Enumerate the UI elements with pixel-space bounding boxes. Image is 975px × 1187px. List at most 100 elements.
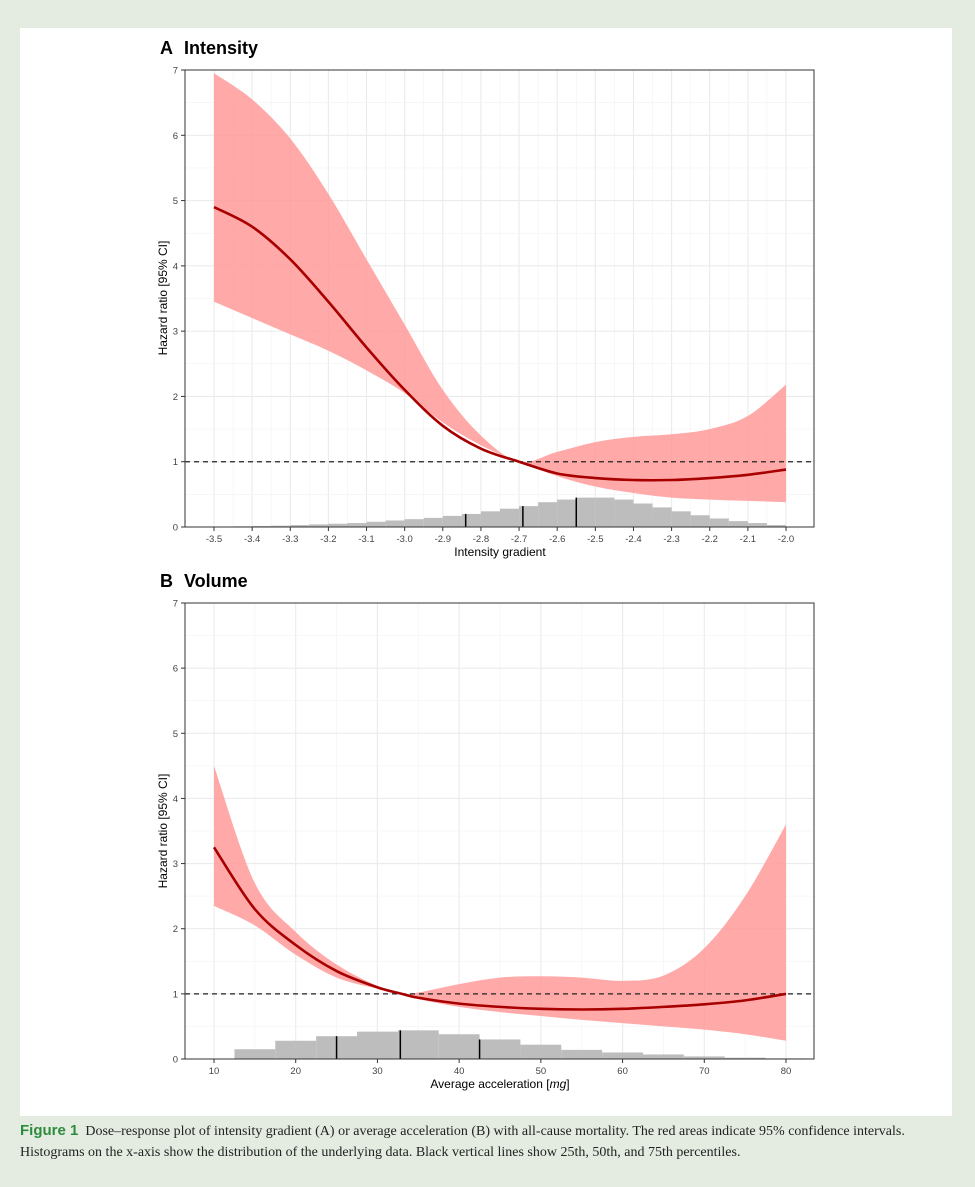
panel-b-x-tick-label: 20 xyxy=(290,1066,301,1077)
panel-a-x-tick-label: -2.4 xyxy=(625,534,641,545)
panel-a-ci-band xyxy=(214,73,786,503)
panel-b-x-tick-label: 10 xyxy=(209,1066,220,1077)
panel-a-histogram-bar xyxy=(709,518,729,527)
panel-b-histogram-bar xyxy=(357,1031,398,1059)
panel-a-x-tick-label: -2.8 xyxy=(473,534,489,545)
panel-a-histogram-bar xyxy=(271,525,291,527)
panel-a-histogram-bar xyxy=(538,502,558,527)
panel-a-x-tick-label: -2.5 xyxy=(587,534,603,545)
panel-a-histogram-bar xyxy=(690,515,710,527)
panel-a-x-tick-label: -2.7 xyxy=(511,534,527,545)
panel-a-x-tick-label: -2.9 xyxy=(435,534,451,545)
panel-b-histogram-bar xyxy=(438,1034,480,1059)
panel-a-histogram-bar xyxy=(366,521,386,527)
panel-a-x-tick-label: -3.3 xyxy=(282,534,298,545)
panel-a-histogram-bar xyxy=(461,513,481,527)
panel-b-x-tick-label: 50 xyxy=(536,1066,547,1077)
panel-a-letter: A xyxy=(160,38,173,58)
panel-a-histogram-bar xyxy=(595,497,615,527)
figure-label: Figure 1 xyxy=(20,1122,79,1139)
panel-b-y-tick-label: 7 xyxy=(173,599,178,610)
panel-a-plot-border xyxy=(184,69,815,528)
figure-svg: A Intensity -3.5 -3.4 -3.3 -3.2 -3.1 -3.0 -2.9… xyxy=(156,38,815,1091)
panel-b-histogram-bar xyxy=(683,1056,725,1059)
panel-b-ci-band xyxy=(214,765,786,1041)
panel-b-y-tick-label: 0 xyxy=(173,1055,178,1066)
panel-b-y-tick-label: 3 xyxy=(173,859,178,870)
panel-a-histogram-bar xyxy=(347,523,367,527)
panel-a-x-tick-label: -2.0 xyxy=(778,534,794,545)
panel-a-histogram-bar xyxy=(500,508,520,527)
panel-a-y-tick-label: 6 xyxy=(173,131,178,142)
panel-a-y-axis-label: Hazard ratio [95% CI] xyxy=(156,241,170,356)
panel-b-histogram-bar xyxy=(561,1049,603,1059)
panel-a-x-tick-label: -2.1 xyxy=(740,534,756,545)
panel-a-histogram-bar xyxy=(519,506,539,527)
panel-a-x-tick-label: -3.2 xyxy=(320,534,336,545)
panel-a-x-axis-label: Intensity gradient xyxy=(454,545,546,559)
panel-a-x-tick-label: -3.0 xyxy=(396,534,412,545)
panel-a-histogram-bar xyxy=(614,499,634,527)
panel-a-histogram-bar xyxy=(290,525,310,527)
panel-b-histogram-bar xyxy=(397,1030,439,1059)
caption-text: Dose–response plot of intensity gradient… xyxy=(20,1124,905,1160)
panel-b-histogram-bar xyxy=(602,1052,643,1059)
panel-b-y-tick-label: 1 xyxy=(173,989,178,1000)
panel-a-x-tick-label: -3.5 xyxy=(206,534,222,545)
panel-b-plot-area: 10 20 30 40 50 60 70 80 0 1 2 3 4 5 6 7 xyxy=(173,599,815,1077)
panel-a-histogram-bar xyxy=(557,499,577,527)
panel-b-chart: B Volume 10 20 30 40 50 60 70 80 0 1 2 3 4 5 6 7 Averag… xyxy=(156,571,815,1091)
panel-a-histogram-bar xyxy=(385,520,405,527)
panel-b-x-tick-label: 60 xyxy=(617,1066,628,1077)
panel-a-y-tick-label: 7 xyxy=(173,66,178,77)
panel-b-y-tick-label: 6 xyxy=(173,664,178,675)
panel-b-histogram-bar xyxy=(275,1040,317,1059)
panel-a-x-tick-label: -3.1 xyxy=(358,534,374,545)
panel-a-x-tick-label: -2.2 xyxy=(702,534,718,545)
panel-a-plot-area: -3.5 -3.4 -3.3 -3.2 -3.1 -3.0 -2.9 -2.8 -2.7 -2.6… xyxy=(173,66,815,545)
figure-caption: Figure 1 Dose–response plot of intensity… xyxy=(20,1120,955,1163)
panel-b-plot-border xyxy=(184,602,815,1060)
panel-a-histogram-bar xyxy=(442,515,462,527)
panel-b-letter: B xyxy=(160,571,173,591)
panel-b-hazard-ratio-line xyxy=(212,846,787,1011)
panel-a-title: Intensity xyxy=(184,38,258,58)
panel-a-y-tick-label: 4 xyxy=(173,261,178,272)
panel-a-histogram-bar xyxy=(404,519,424,527)
panel-b-y-tick-label: 4 xyxy=(173,794,178,805)
panel-a-y-tick-label: 2 xyxy=(173,392,178,403)
panel-a-histogram-bar xyxy=(747,523,767,527)
panel-b-y-tick-label: 5 xyxy=(173,729,178,740)
panel-a-x-tick-label: -3.4 xyxy=(244,534,260,545)
panel-a-histogram-bar xyxy=(652,507,672,527)
panel-b-x-tick-label: 30 xyxy=(372,1066,383,1077)
panel-a-histogram-bar xyxy=(309,524,329,527)
panel-b-x-tick-label: 40 xyxy=(454,1066,465,1077)
panel-b-histogram-bar xyxy=(234,1049,276,1059)
panel-a-y-tick-label: 3 xyxy=(173,327,178,338)
panel-b-histogram-bar xyxy=(643,1054,684,1059)
panel-a-chart: A Intensity -3.5 -3.4 -3.3 -3.2 -3.1 -3.0 -2.9… xyxy=(156,38,815,559)
panel-a-histogram-bar xyxy=(423,517,443,527)
panel-a-histogram-bar xyxy=(728,521,748,527)
panel-b-histogram-bar xyxy=(479,1039,521,1059)
panel-b-y-tick-label: 2 xyxy=(173,924,178,935)
panel-a-histogram-bar xyxy=(480,511,500,527)
panel-b-x-tick-label: 70 xyxy=(699,1066,710,1077)
panel-b-histogram-bar xyxy=(520,1044,562,1059)
panel-a-histogram-bar xyxy=(576,497,596,527)
panel-a-hazard-ratio-line xyxy=(213,205,787,482)
panel-a-histogram-bar xyxy=(328,523,348,527)
panel-a-histogram-bar xyxy=(766,525,786,527)
panel-a-x-tick-label: -2.3 xyxy=(663,534,679,545)
panel-a-y-tick-label: 5 xyxy=(173,196,178,207)
panel-a-y-tick-label: 0 xyxy=(173,523,178,534)
panel-b-y-axis-label: Hazard ratio [95% CI] xyxy=(156,774,170,889)
panel-a-histogram-bar xyxy=(671,511,691,527)
panel-b-title: Volume xyxy=(184,571,248,591)
panel-a-histogram-bar xyxy=(633,503,653,527)
panel-b-x-axis-label: Average acceleration [mg] xyxy=(430,1077,569,1091)
panel-b-x-tick-label: 80 xyxy=(781,1066,792,1077)
panel-a-y-tick-label: 1 xyxy=(173,457,178,468)
panel-b-histogram-bar xyxy=(724,1057,766,1059)
